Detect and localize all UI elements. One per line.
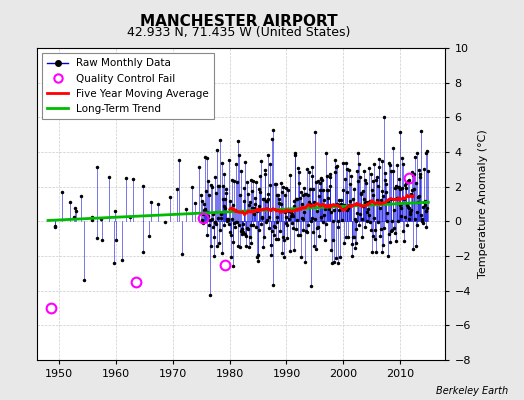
Text: Berkeley Earth: Berkeley Earth [436,386,508,396]
Text: 42.933 N, 71.435 W (United States): 42.933 N, 71.435 W (United States) [127,26,350,39]
Legend: Raw Monthly Data, Quality Control Fail, Five Year Moving Average, Long-Term Tren: Raw Monthly Data, Quality Control Fail, … [42,53,214,119]
Y-axis label: Temperature Anomaly (°C): Temperature Anomaly (°C) [478,130,488,278]
Text: MANCHESTER AIRPORT: MANCHESTER AIRPORT [139,14,337,29]
